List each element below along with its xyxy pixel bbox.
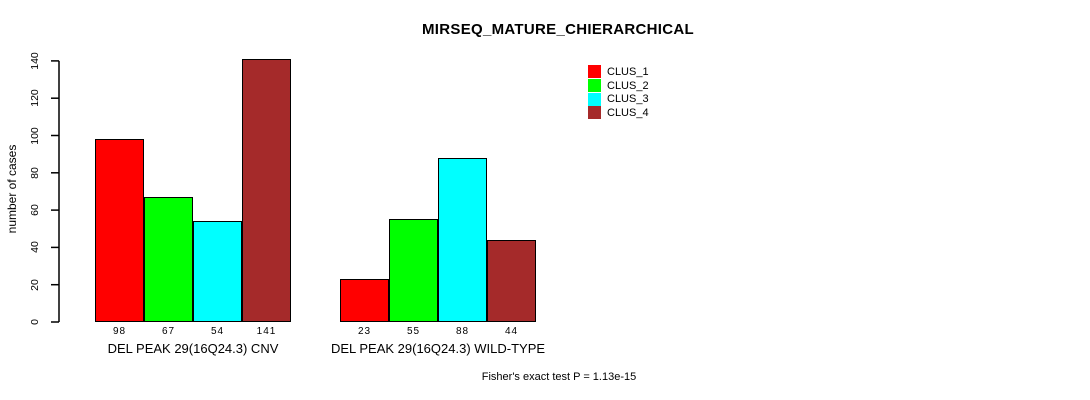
y-tick-label: 0: [29, 319, 41, 325]
bar-clus_3-group1: [193, 221, 242, 322]
y-tick-label: 20: [29, 278, 41, 291]
bar-value-label: 54: [210, 325, 225, 337]
legend-item-clus_4: CLUS_4: [588, 106, 649, 120]
chart-title: MIRSEQ_MATURE_CHIERARCHICAL: [422, 21, 694, 38]
legend-item-clus_1: CLUS_1: [588, 65, 649, 79]
y-tick-label: 40: [29, 241, 41, 254]
y-tick-label: 100: [29, 126, 41, 145]
bar-value-label: 55: [406, 325, 421, 337]
legend-label: CLUS_3: [607, 93, 649, 106]
group-axis-label: DEL PEAK 29(16Q24.3) WILD-TYPE: [330, 340, 546, 356]
bar-clus_1-group1: [95, 139, 144, 322]
bar-value-label: 44: [504, 325, 519, 337]
bar-clus_1-group2: [340, 279, 389, 322]
y-tick-label: 120: [29, 89, 41, 107]
fisher-test-annotation: Fisher's exact test P = 1.13e-15: [481, 371, 637, 383]
legend: CLUS_1 CLUS_2 CLUS_3 CLUS_4: [588, 65, 649, 120]
legend-swatch-clus_2: [588, 79, 601, 93]
group-axis-label: DEL PEAK 29(16Q24.3) CNV: [107, 340, 279, 356]
legend-swatch-clus_1: [588, 65, 601, 79]
legend-swatch-clus_4: [588, 106, 601, 120]
legend-item-clus_3: CLUS_3: [588, 92, 649, 106]
legend-swatch-clus_3: [588, 92, 601, 106]
bar-value-label: 141: [256, 325, 277, 337]
bar-clus_4-group2: [487, 239, 536, 322]
bar-value-label: 67: [161, 325, 176, 337]
bar-value-label: 23: [357, 325, 372, 337]
bar-clus_2-group2: [389, 219, 438, 322]
bar-clus_2-group1: [144, 197, 193, 322]
y-tick-label: 140: [29, 52, 41, 70]
legend-label: CLUS_4: [607, 106, 649, 119]
bar-value-label: 88: [455, 325, 470, 337]
legend-item-clus_2: CLUS_2: [588, 79, 649, 93]
y-tick-label: 80: [29, 166, 41, 179]
legend-label: CLUS_2: [607, 79, 649, 92]
bar-clus_3-group2: [438, 157, 487, 322]
y-tick-label: 60: [29, 204, 41, 216]
bar-clus_4-group1: [242, 59, 291, 322]
bar-value-label: 98: [112, 325, 127, 337]
legend-label: CLUS_1: [607, 65, 649, 78]
